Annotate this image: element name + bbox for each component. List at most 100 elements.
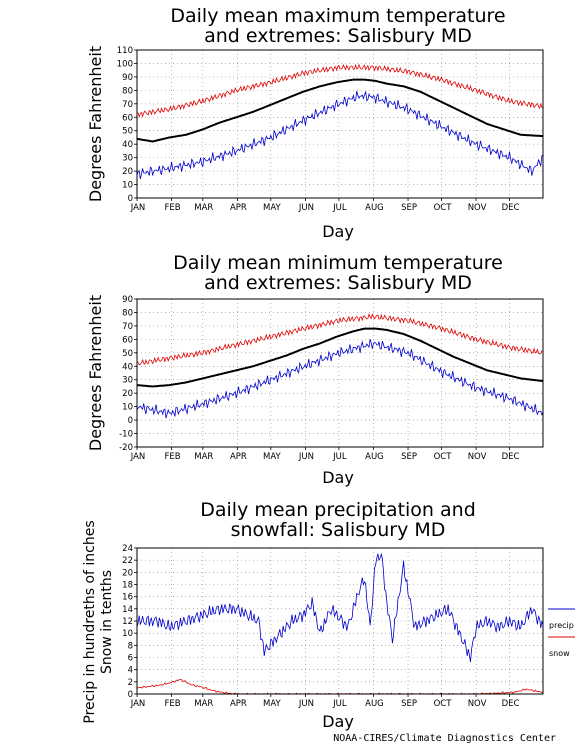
panel-title-line1: Daily mean precipitation and xyxy=(200,499,476,521)
y-tick-label: 10 xyxy=(122,629,133,639)
y-tick-label: 0 xyxy=(128,416,133,426)
y-tick-label: 24 xyxy=(122,544,133,554)
y-tick-label: 10 xyxy=(122,181,133,191)
y-tick-label: 4 xyxy=(128,666,133,676)
y-tick-label: 20 xyxy=(122,568,133,578)
y-tick-label: 80 xyxy=(122,86,133,96)
record-high-series-line xyxy=(136,63,544,118)
mean-series-line xyxy=(136,327,544,388)
x-tick-label: DEC xyxy=(502,203,520,213)
y-tick-label: 20 xyxy=(122,167,133,177)
panel-title-line1: Daily mean maximum temperature xyxy=(170,5,505,27)
record-low-series-line xyxy=(136,339,544,419)
x-tick-label: APR xyxy=(230,203,247,213)
x-tick-label: MAR xyxy=(194,452,213,462)
x-tick-label: DEC xyxy=(502,699,520,709)
x-tick-label: JUN xyxy=(298,452,314,462)
x-axis-label: Day xyxy=(322,222,354,241)
y-tick-label: 16 xyxy=(122,593,133,603)
panel-title-line1: Daily mean minimum temperature xyxy=(173,252,503,274)
x-tick-label: MAR xyxy=(194,699,213,709)
x-tick-label: SEP xyxy=(401,452,417,462)
precip-panel: Daily mean precipitation and snowfall: S… xyxy=(82,499,575,731)
x-tick-label: APR xyxy=(230,699,247,709)
legend-label-snow: snow xyxy=(549,649,570,658)
x-tick-label: AUG xyxy=(365,452,384,462)
x-tick-label: NOV xyxy=(468,699,487,709)
x-tick-label: JUN xyxy=(298,699,314,709)
y-tick-label: 30 xyxy=(122,376,133,386)
record-high-series-line xyxy=(136,313,543,366)
x-tick-label: JAN xyxy=(130,452,146,462)
y-tick-label: 90 xyxy=(122,73,133,83)
y-tick-label: 20 xyxy=(122,389,133,399)
x-tick-label: JAN xyxy=(130,203,146,213)
panel-title-line2: snowfall: Salisbury MD xyxy=(231,519,446,541)
y-axis-label: Degrees Fahrenheit xyxy=(86,295,105,451)
x-tick-label: JUL xyxy=(332,203,347,213)
y-tick-label: 22 xyxy=(122,556,133,566)
y-axis-label-line1: Precip in hundreths of inches xyxy=(82,520,98,723)
y-tick-label: 60 xyxy=(122,335,133,345)
y-tick-label: 2 xyxy=(128,678,133,688)
y-tick-label: 40 xyxy=(122,140,133,150)
x-tick-label: MAR xyxy=(194,203,213,213)
x-tick-label: NOV xyxy=(468,203,487,213)
plot-frame xyxy=(136,547,544,695)
y-tick-label: 8 xyxy=(128,641,133,651)
y-axis-label: Degrees Fahrenheit xyxy=(86,46,105,202)
y-tick-label: 50 xyxy=(122,127,133,137)
credit-text: NOAA-CIRES/Climate Diagnostics Center xyxy=(333,733,556,744)
panel-title-line2: and extremes: Salisbury MD xyxy=(204,272,472,294)
max-temp-panel: Daily mean maximum temperature and extre… xyxy=(86,5,544,241)
x-tick-label: OCT xyxy=(434,452,453,462)
y-tick-label: 30 xyxy=(122,154,133,164)
y-tick-label: 40 xyxy=(122,362,133,372)
y-tick-label: 0 xyxy=(128,690,133,700)
x-tick-label: SEP xyxy=(401,203,417,213)
y-tick-label: 10 xyxy=(122,403,133,413)
snow-series-line xyxy=(136,678,544,695)
x-tick-label: JUL xyxy=(332,452,347,462)
x-tick-label: SEP xyxy=(401,699,417,709)
panel-title-line2: and extremes: Salisbury MD xyxy=(204,25,472,47)
plot-frame xyxy=(136,298,544,448)
min-temp-panel: Daily mean minimum temperature and extre… xyxy=(86,252,544,487)
x-tick-label: NOV xyxy=(468,452,487,462)
x-tick-label: AUG xyxy=(365,203,384,213)
x-tick-label: JAN xyxy=(130,699,146,709)
x-tick-label: JUL xyxy=(332,699,347,709)
x-tick-label: MAY xyxy=(263,452,281,462)
x-tick-label: FEB xyxy=(165,203,181,213)
legend-label-precip: precip xyxy=(549,621,574,630)
x-tick-label: FEB xyxy=(165,452,181,462)
y-tick-label: 14 xyxy=(122,605,133,615)
x-tick-label: APR xyxy=(230,452,247,462)
mean-series-line xyxy=(136,78,544,143)
y-tick-label: -10 xyxy=(119,430,133,440)
x-tick-label: DEC xyxy=(502,452,520,462)
x-tick-label: OCT xyxy=(434,699,453,709)
y-tick-label: 0 xyxy=(128,194,133,204)
x-axis-label: Day xyxy=(322,712,354,731)
y-tick-label: 80 xyxy=(122,308,133,318)
y-tick-label: -20 xyxy=(119,443,133,453)
x-tick-label: OCT xyxy=(434,203,453,213)
y-tick-label: 90 xyxy=(122,295,133,305)
plot-frame xyxy=(136,49,544,199)
record-low-series-line xyxy=(136,90,544,179)
y-tick-label: 12 xyxy=(122,617,133,627)
x-tick-label: AUG xyxy=(365,699,384,709)
y-tick-label: 6 xyxy=(128,654,133,664)
precip-series-line xyxy=(136,552,544,663)
y-tick-label: 70 xyxy=(122,322,133,332)
y-tick-label: 70 xyxy=(122,100,133,110)
x-tick-label: MAY xyxy=(263,203,281,213)
x-axis-label: Day xyxy=(322,468,354,487)
y-tick-label: 50 xyxy=(122,349,133,359)
y-tick-label: 18 xyxy=(122,581,133,591)
x-tick-label: MAY xyxy=(263,699,281,709)
x-tick-label: JUN xyxy=(298,203,314,213)
y-tick-label: 60 xyxy=(122,113,133,123)
